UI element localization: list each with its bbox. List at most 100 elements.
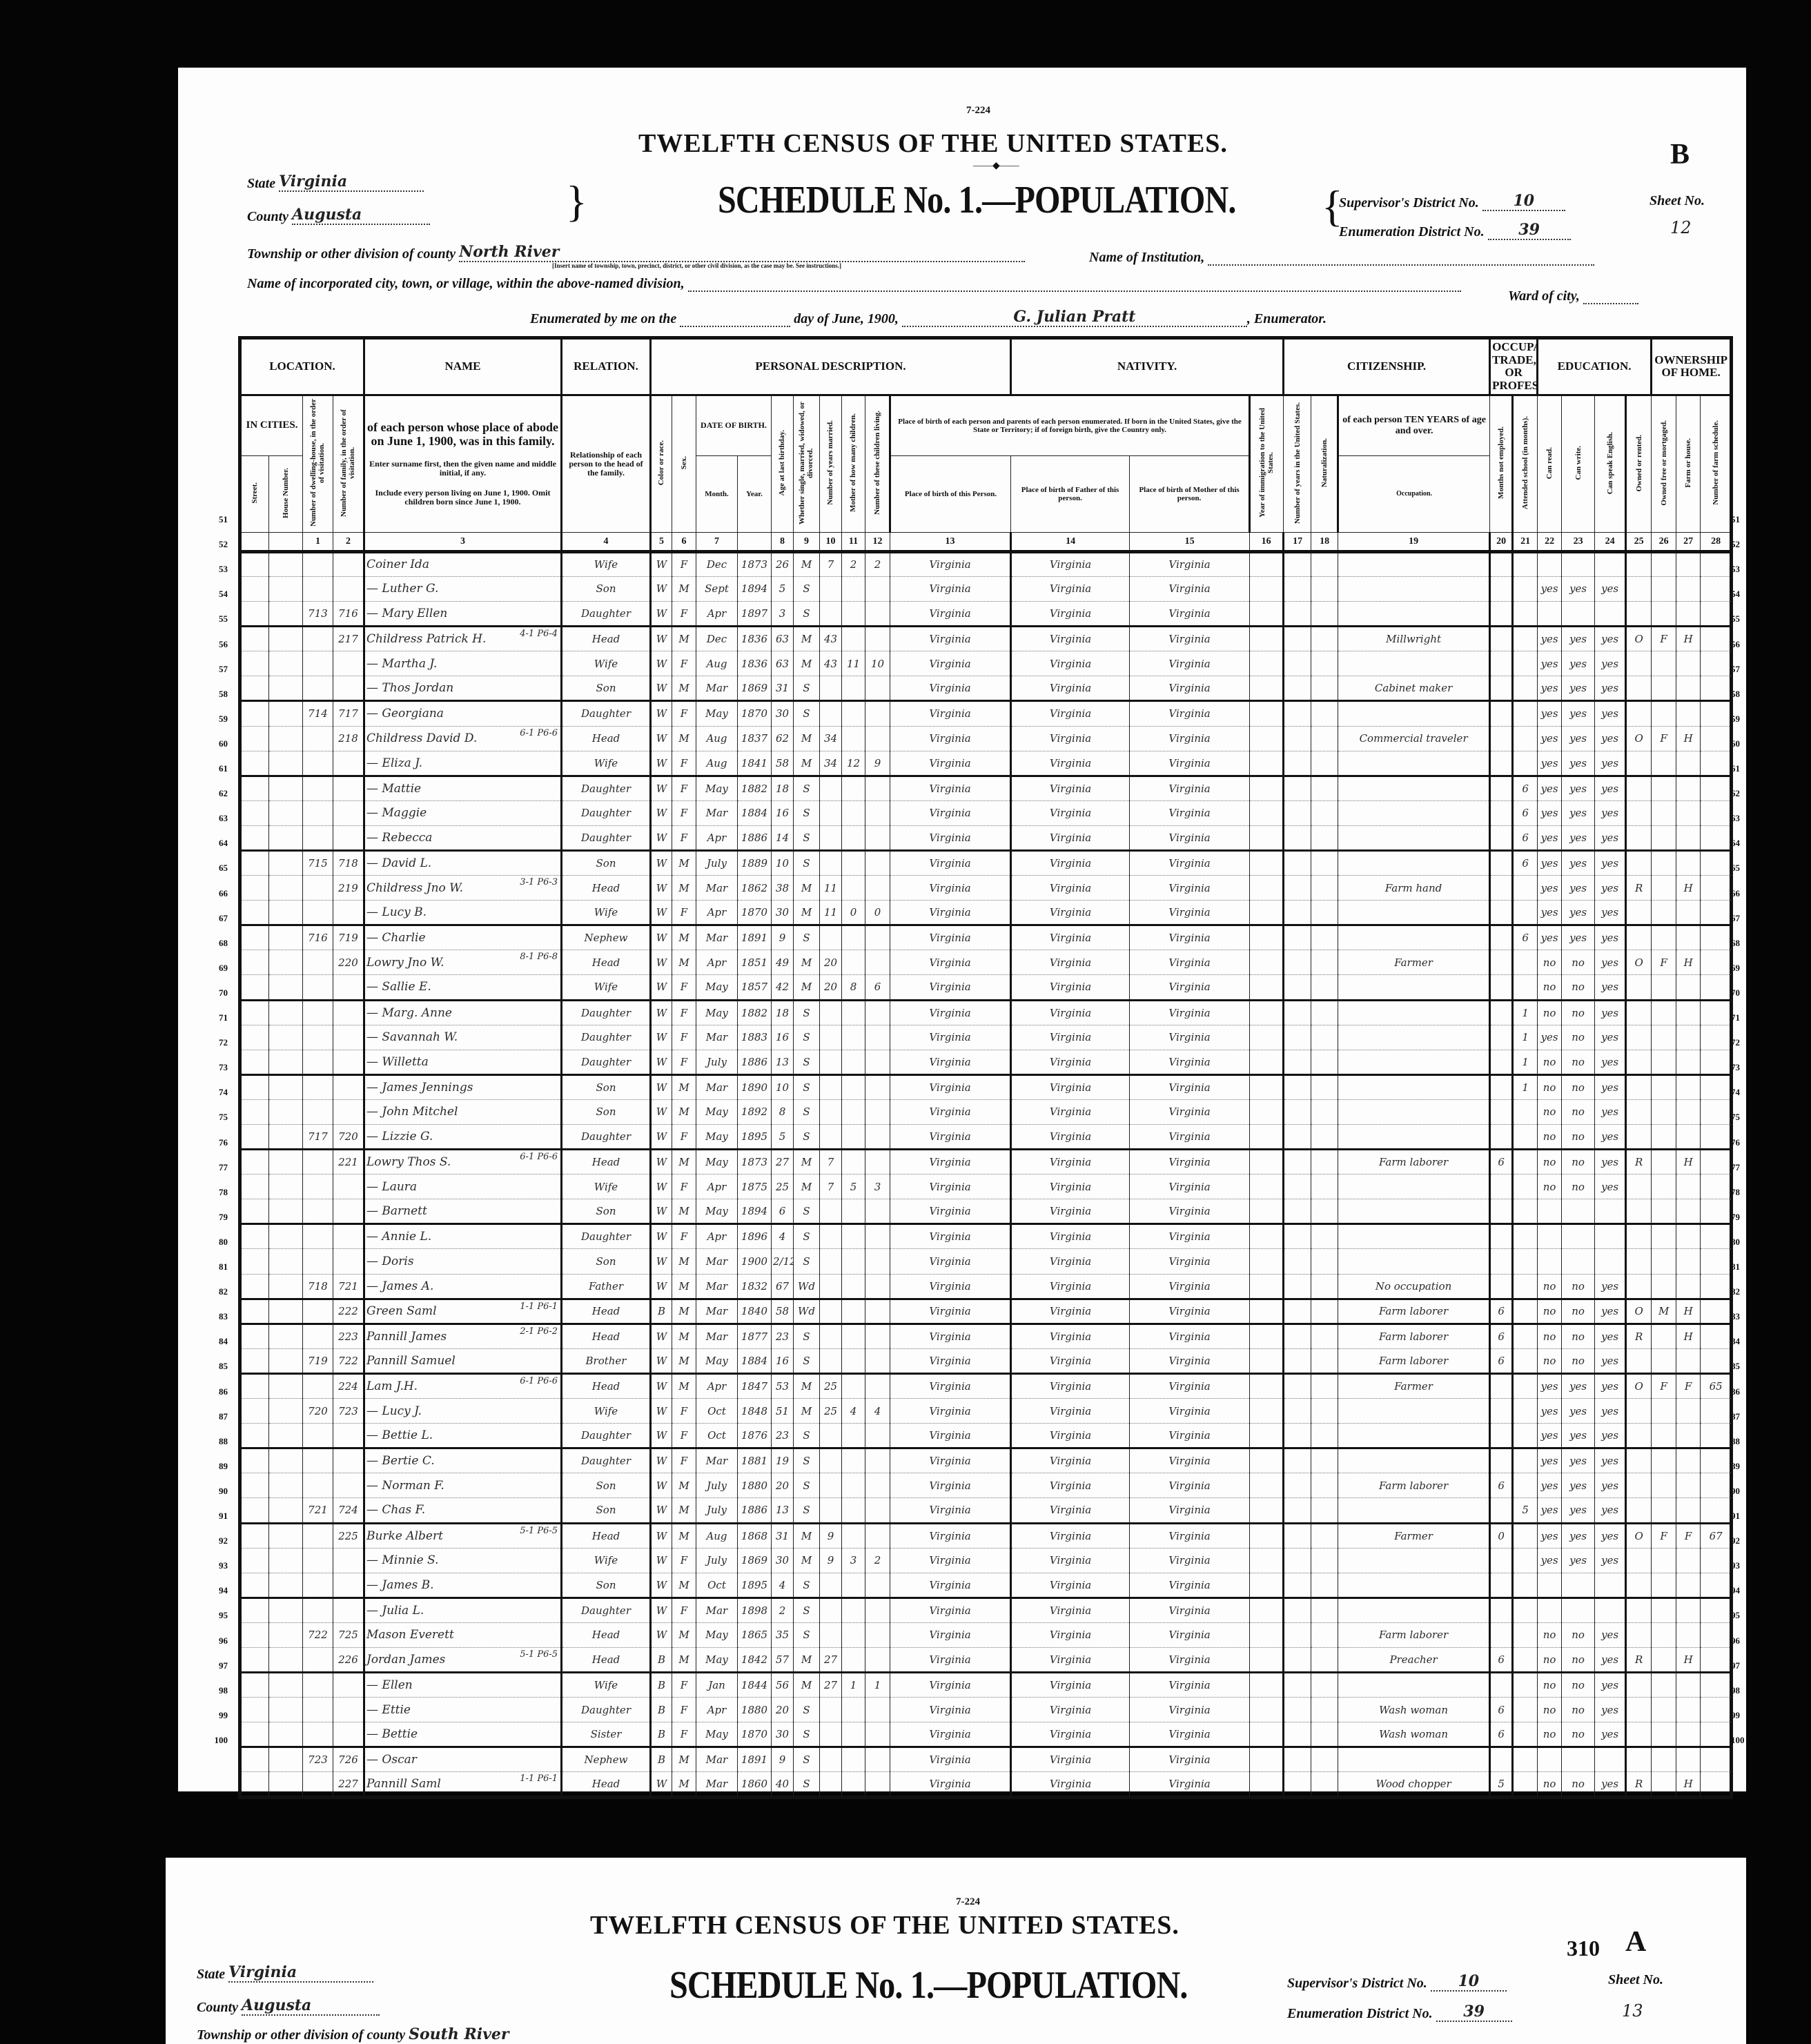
cell-name: — Mary Ellen [364,601,562,628]
cell-children-living [865,775,890,801]
cell-sex: F [672,1597,696,1623]
cell-free [1651,1199,1677,1226]
cell-farm [1676,651,1701,677]
cell-marital: S [793,1497,820,1524]
cell-color: B [650,1722,672,1749]
cell-farm [1676,1398,1701,1424]
cell-house [268,900,303,927]
left-line-number: 63 [219,813,228,824]
ornament-divider: ——◆—— [973,161,1019,171]
cell-sex: M [672,1373,696,1399]
cell-read: no [1537,1697,1563,1723]
cell-mbp: Virginia [1129,999,1251,1025]
cell-occupation [1338,1672,1491,1698]
cell-year: 1836 [737,626,772,652]
cell-school [1512,1597,1538,1623]
township-field: Township or other division of county Nor… [247,243,1026,262]
cell-age: 2/12 [771,1248,794,1275]
cell-mother-of [841,1423,865,1450]
table-row: — Annie L. Daughter W F Apr 1896 4 S Virginia Vir… [239,1224,1732,1250]
cell-street [239,1199,269,1226]
header-marital: Whether single, married, widowed, or div… [793,394,820,533]
cell-relation: Son [561,849,652,876]
cell-occupation: Farm laborer [1338,1323,1491,1349]
cell-children-living: 1 [865,1672,890,1698]
person-name: — Maggie [366,806,427,820]
cell-fbp: Virginia [1010,1522,1130,1549]
cell-naturalization [1311,1348,1339,1375]
cell-months-unemployed [1489,1049,1514,1076]
cell-mother-of [841,1024,865,1050]
cell-write [1561,551,1596,577]
cell-age: 57 [771,1647,794,1674]
cell-immigration [1249,1547,1285,1573]
cell-years-us [1283,950,1312,976]
cell-speak: yes [1594,1547,1627,1573]
cell-month: May [696,1722,738,1749]
cell-years-married: 27 [819,1647,842,1674]
cell-farm: H [1676,950,1701,976]
cell-mbp: Virginia [1129,825,1251,852]
cell-read: no [1537,999,1563,1025]
cell-color: W [650,875,672,901]
cell-year: 1895 [737,1123,772,1151]
cell-free [1651,925,1677,951]
cell-free [1651,825,1677,852]
cell-fbp: Virginia [1010,1199,1130,1226]
left-line-number: 74 [219,1087,228,1098]
cell-mbp: Virginia [1129,1123,1251,1151]
cell-years-us [1283,1224,1312,1250]
cell-farm: H [1676,1647,1701,1674]
table-row: — Eliza J. Wife W F Aug 1841 58 M 34 12 9 Virginia V… [239,750,1732,777]
cell-months-unemployed [1489,999,1514,1025]
cell-speak: yes [1594,1298,1627,1325]
cell-school [1512,1473,1538,1499]
cell-write: no [1561,1722,1596,1749]
cell-fbp: Virginia [1010,1572,1130,1599]
person-name: Burke Albert [366,1529,443,1543]
cell-marital: M [793,1174,820,1200]
cell-owned: O [1625,950,1652,976]
table-row: — James B. Son W M Oct 1895 4 S Virginia Virginia… [239,1572,1732,1599]
cell-house [268,974,303,1001]
cell-dwelling [302,1522,333,1549]
cell-owned: O [1625,725,1652,751]
header-street: Street. [239,455,269,533]
cell-mbp: Virginia [1129,1597,1251,1623]
cell-marital: M [793,1398,820,1424]
cell-farm [1676,601,1701,628]
cell-age: 10 [771,849,794,876]
cell-years-us [1283,626,1312,652]
cell-years-married: 27 [819,1672,842,1698]
header-birth-person: Place of birth of this Person. [889,455,1012,533]
cell-mbp: Virginia [1129,551,1251,577]
table-row: — Ettie Daughter B F Apr 1880 20 S Virginia Virgi… [239,1697,1732,1723]
cell-fbp: Virginia [1010,1398,1130,1424]
cell-schedule [1700,1199,1732,1226]
cell-occupation [1338,849,1491,876]
cell-month: Oct [696,1423,738,1450]
header-in-cities: IN CITIES. [239,394,303,456]
cell-owned [1625,750,1652,777]
cell-house [268,1298,303,1325]
cell-sex: M [672,1747,696,1773]
cell-marital: M [793,1647,820,1674]
cell-sex: M [672,1298,696,1325]
cell-color: W [650,775,672,801]
cell-fbp: Virginia [1010,875,1130,901]
enumeration-district: Enumeration District No. 39 [1339,221,1571,240]
cell-marital: S [793,775,820,801]
cell-naturalization [1311,601,1339,628]
cell-children-living [865,576,890,602]
cell-fbp: Virginia [1010,1273,1130,1300]
cell-children-living: 4 [865,1398,890,1424]
cell-month: May [696,1348,738,1375]
cell-years-us [1283,725,1312,751]
cell-naturalization [1311,1597,1339,1623]
cell-relation: Daughter [561,601,652,628]
cell-relation: Head [561,626,652,652]
cell-years-us [1283,1547,1312,1573]
right-line-number: 64 [1731,838,1740,849]
cell-name: Childress David D. 6-1 P6-6 [364,725,562,751]
cell-mbp: Virginia [1129,800,1251,826]
